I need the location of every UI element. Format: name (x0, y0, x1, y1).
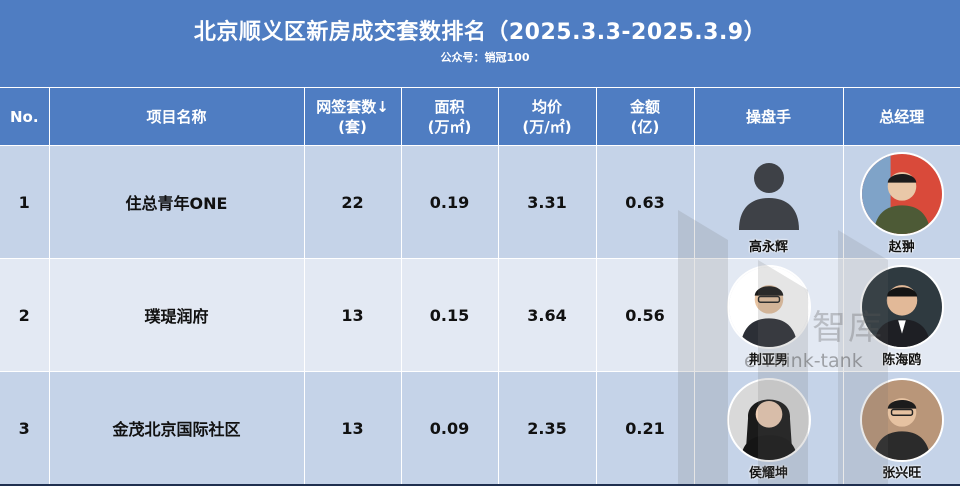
row-area: 0.09 (401, 372, 498, 486)
row-units: 13 (304, 372, 401, 486)
row-units: 22 (304, 146, 401, 259)
col-header-no: No. (0, 88, 49, 146)
row-operator-cell: 侯耀坤 (694, 372, 843, 486)
col-header-amount: 金额(亿) (596, 88, 694, 146)
gm-name: 张兴旺 (844, 466, 960, 482)
operator-person: 高永辉 (695, 146, 843, 258)
operator-photo-avatar (727, 265, 811, 349)
row-amount: 0.63 (596, 146, 694, 259)
row-no: 3 (0, 372, 49, 486)
row-area: 0.15 (401, 259, 498, 372)
row-project: 金茂北京国际社区 (49, 372, 304, 486)
row-operator-cell: 高永辉 (694, 146, 843, 259)
gm-person: 张兴旺 (844, 372, 960, 484)
table-row: 2 璞瑅润府 13 0.15 3.64 0.56 荆亚男 (0, 259, 960, 372)
row-price: 2.35 (498, 372, 596, 486)
ranking-table: No. 项目名称 网签套数↓(套) 面积(万㎡) 均价(万/㎡) 金额(亿) 操… (0, 87, 960, 486)
row-gm-cell: 张兴旺 (843, 372, 960, 486)
gm-photo-avatar (860, 152, 944, 236)
row-no: 1 (0, 146, 49, 259)
page-title: 北京顺义区新房成交套数排名（2025.3.3-2025.3.9） (0, 18, 960, 48)
row-units: 13 (304, 259, 401, 372)
row-project: 璞瑅润府 (49, 259, 304, 372)
row-area: 0.19 (401, 146, 498, 259)
operator-person: 侯耀坤 (695, 372, 843, 484)
row-gm-cell: 赵翀 (843, 146, 960, 259)
row-price: 3.64 (498, 259, 596, 372)
col-header-area: 面积(万㎡) (401, 88, 498, 146)
row-amount: 0.21 (596, 372, 694, 486)
gm-name: 赵翀 (844, 240, 960, 256)
col-header-units[interactable]: 网签套数↓(套) (304, 88, 401, 146)
operator-name: 高永辉 (695, 240, 843, 256)
operator-person: 荆亚男 (695, 259, 843, 371)
page-subtitle: 公众号：销冠100 (0, 50, 960, 66)
operator-name: 侯耀坤 (695, 466, 843, 482)
row-price: 3.31 (498, 146, 596, 259)
col-header-project: 项目名称 (49, 88, 304, 146)
gm-photo-avatar (860, 378, 944, 462)
table-row: 1 住总青年ONE 22 0.19 3.31 0.63 高永辉 (0, 146, 960, 259)
col-header-price: 均价(万/㎡) (498, 88, 596, 146)
row-gm-cell: 陈海鸥 (843, 259, 960, 372)
row-no: 2 (0, 259, 49, 372)
col-header-gm: 总经理 (843, 88, 960, 146)
col-header-operator: 操盘手 (694, 88, 843, 146)
gm-photo-avatar (860, 265, 944, 349)
operator-name: 荆亚男 (695, 353, 843, 369)
table-header-row: No. 项目名称 网签套数↓(套) 面积(万㎡) 均价(万/㎡) 金额(亿) 操… (0, 88, 960, 146)
gm-person: 陈海鸥 (844, 259, 960, 371)
row-operator-cell: 荆亚男 (694, 259, 843, 372)
header-banner: 北京顺义区新房成交套数排名（2025.3.3-2025.3.9） 公众号：销冠1… (0, 0, 960, 87)
gm-name: 陈海鸥 (844, 353, 960, 369)
default-user-avatar-icon (727, 152, 811, 236)
table-row: 3 金茂北京国际社区 13 0.09 2.35 0.21 侯耀坤 (0, 372, 960, 486)
operator-photo-avatar (727, 378, 811, 462)
gm-person: 赵翀 (844, 146, 960, 258)
row-amount: 0.56 (596, 259, 694, 372)
row-project: 住总青年ONE (49, 146, 304, 259)
